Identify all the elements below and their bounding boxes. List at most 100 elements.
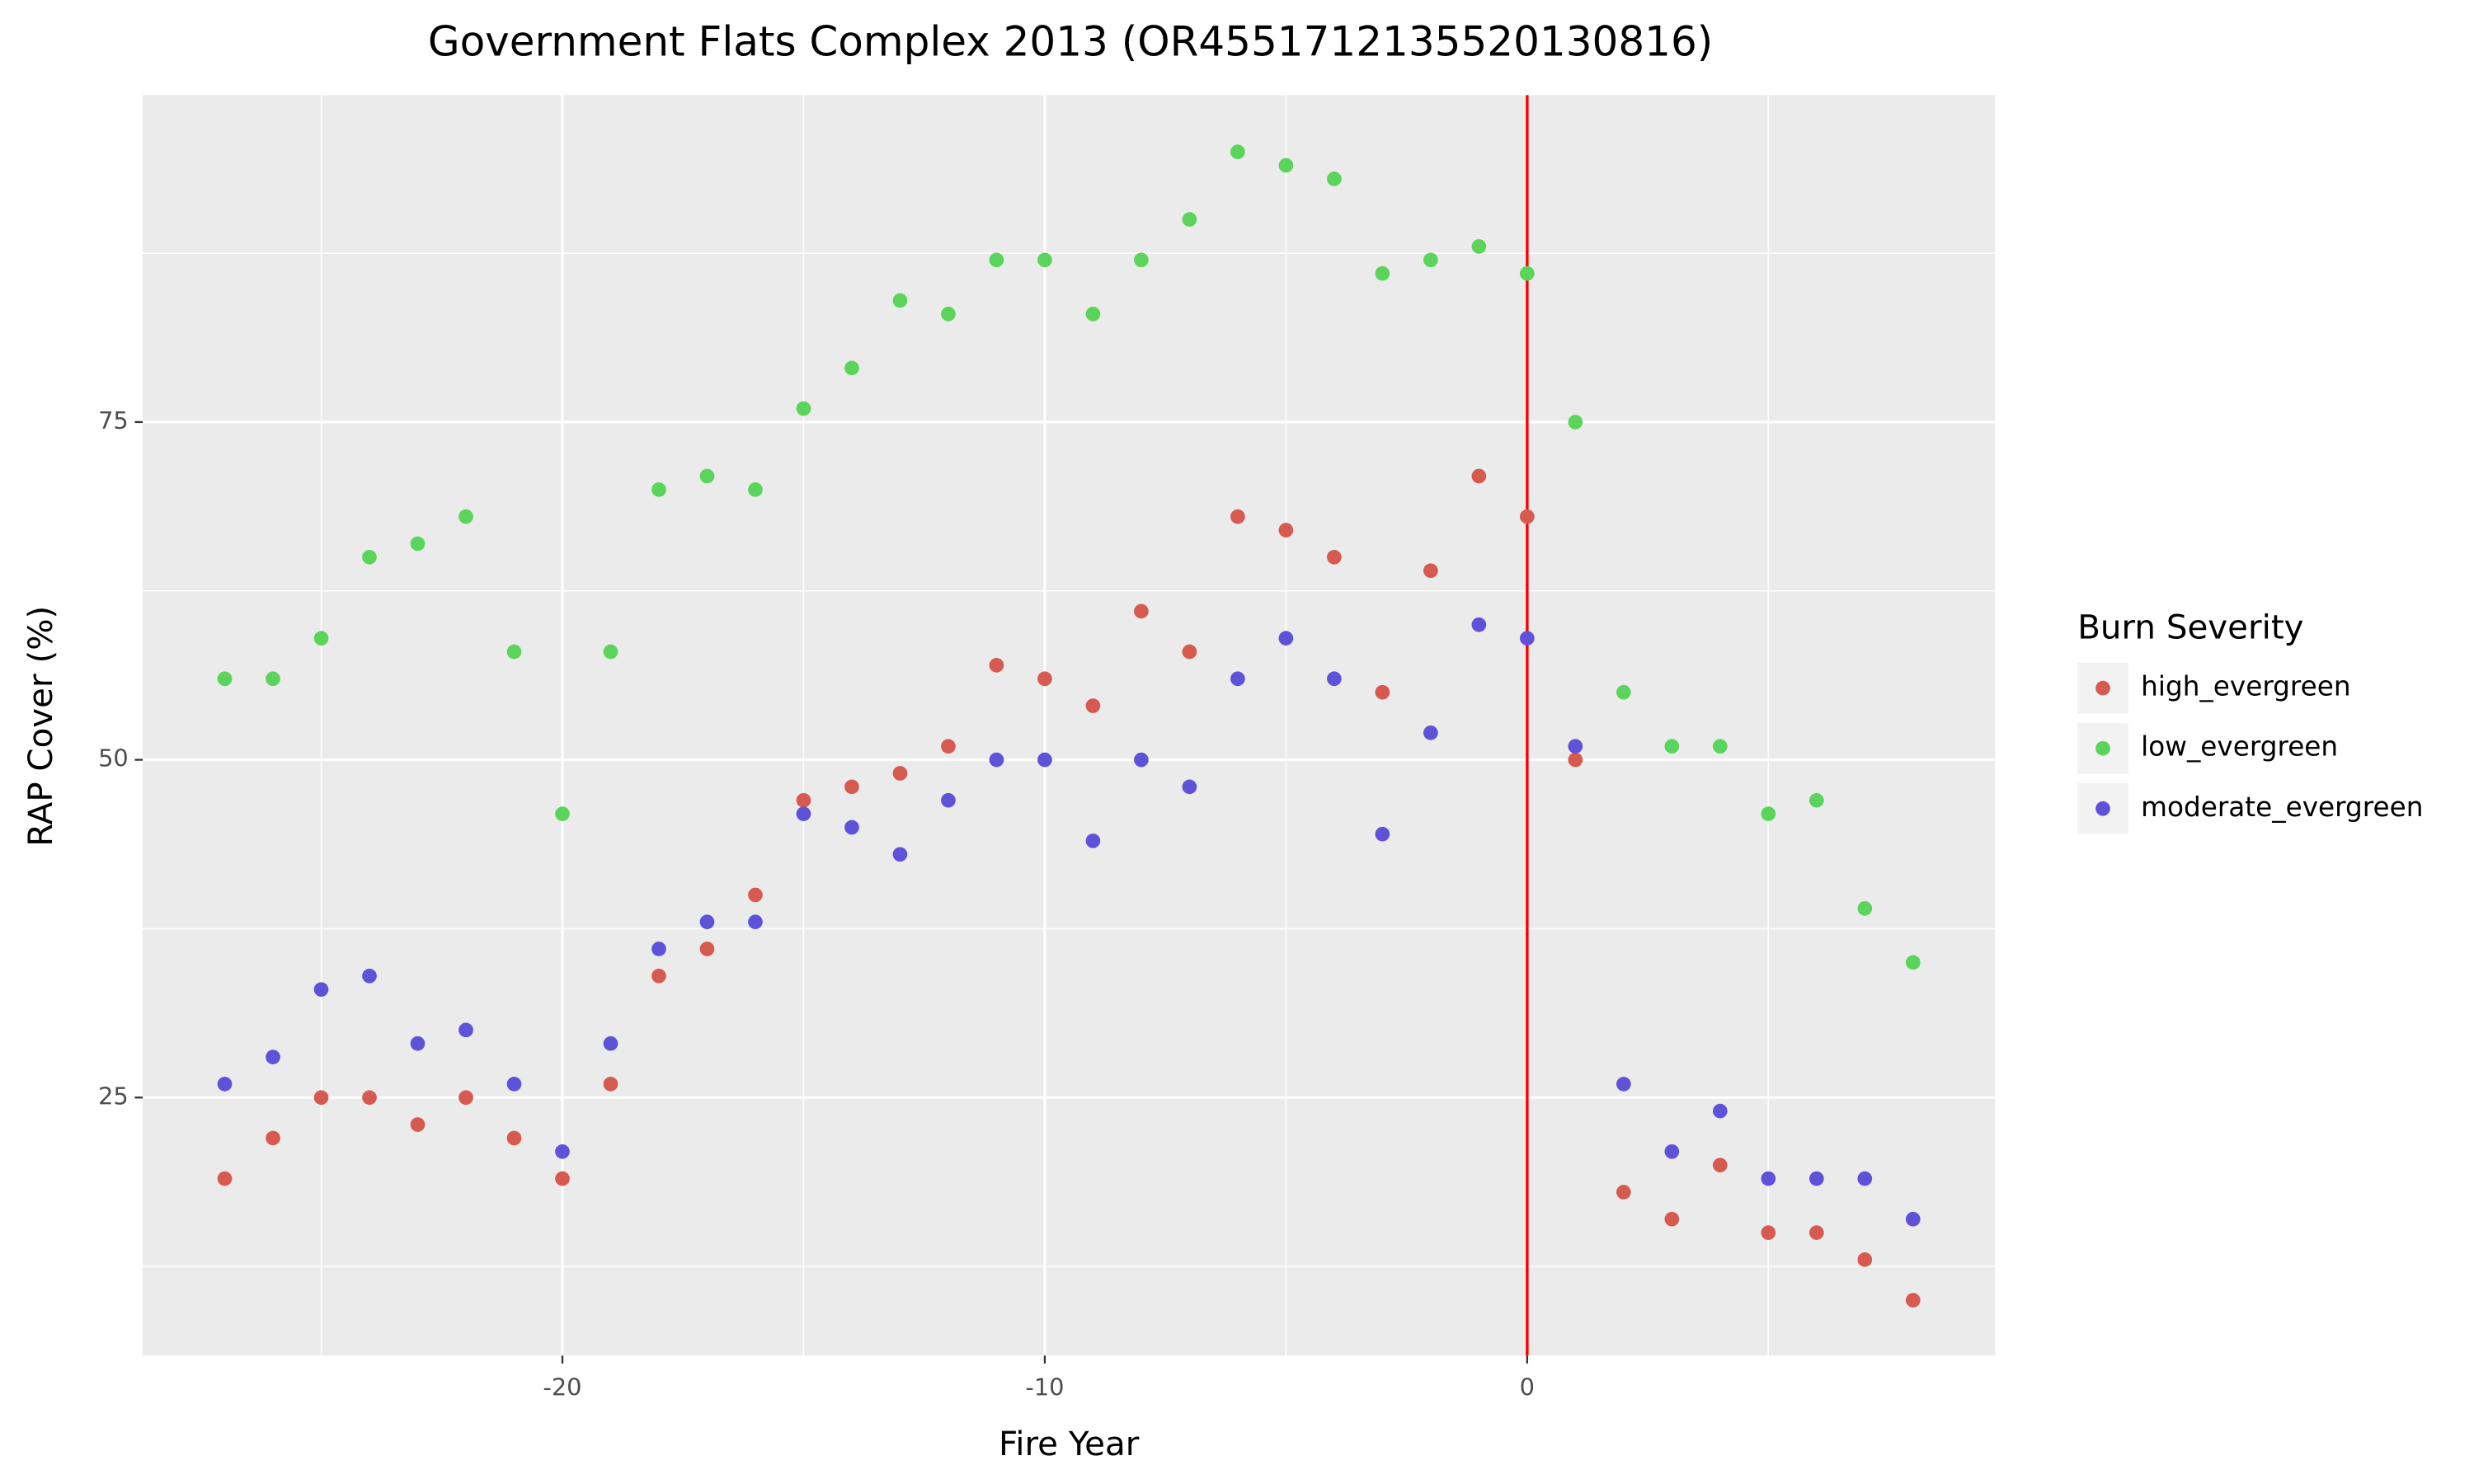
point (844, 779, 859, 795)
point (506, 644, 522, 660)
point (1134, 252, 1149, 268)
point (313, 982, 329, 998)
point (266, 671, 280, 687)
point (459, 1022, 473, 1038)
point (410, 1117, 426, 1132)
point (555, 806, 570, 821)
point (1327, 171, 1342, 186)
point (1519, 509, 1535, 524)
point (651, 482, 666, 497)
point (266, 1130, 280, 1146)
point (651, 968, 666, 984)
point (1761, 1171, 1776, 1186)
point (1134, 752, 1149, 768)
x-axis-title: Fire Year (999, 1425, 1140, 1463)
point (796, 806, 811, 821)
point (1761, 806, 1776, 821)
point (1423, 725, 1438, 740)
point (217, 671, 233, 687)
point (1568, 739, 1583, 754)
point (603, 644, 618, 660)
point (941, 306, 956, 322)
x-tick-label: -20 (543, 1374, 581, 1402)
point (1037, 671, 1052, 687)
legend-label: moderate_evergreen (2141, 791, 2423, 823)
point (1327, 671, 1342, 687)
point (699, 914, 715, 930)
point (555, 1144, 570, 1159)
point (1519, 631, 1535, 646)
y-axis-title: RAP Cover (%) (21, 606, 60, 847)
point (1568, 752, 1583, 768)
point (844, 360, 859, 376)
point (1471, 468, 1487, 484)
point (1471, 239, 1487, 254)
point (748, 914, 763, 930)
point (699, 942, 715, 956)
point (266, 1050, 280, 1064)
chart-title: Government Flats Complex 2013 (OR4551712… (428, 17, 1713, 65)
x-tick-label: 0 (1520, 1374, 1535, 1402)
point (1857, 1252, 1873, 1267)
point (506, 1077, 522, 1092)
point (1375, 826, 1390, 842)
legend-label: low_evergreen (2141, 731, 2338, 763)
point (506, 1130, 522, 1146)
point (459, 1090, 473, 1106)
point (1519, 265, 1535, 281)
point (1423, 252, 1438, 268)
point (217, 1171, 233, 1186)
point (1616, 1185, 1631, 1200)
point (941, 739, 956, 754)
point (1085, 834, 1101, 848)
point (1905, 1211, 1921, 1227)
y-tick-label: 25 (98, 1082, 129, 1110)
point (1085, 698, 1101, 713)
point (603, 1036, 618, 1051)
point (1230, 144, 1245, 160)
point (1278, 523, 1294, 538)
point (1808, 1225, 1824, 1240)
point (459, 509, 473, 524)
legend-label: high_evergreen (2141, 671, 2350, 702)
legend-marker (2095, 801, 2110, 816)
point (1568, 415, 1583, 430)
point (892, 293, 908, 308)
point (410, 1036, 426, 1051)
point (989, 752, 1004, 768)
point (555, 1171, 570, 1186)
point (1905, 955, 1921, 970)
point (1664, 739, 1680, 754)
point (362, 1090, 377, 1106)
point (362, 968, 377, 984)
legend-title: Burn Severity (2077, 608, 2303, 646)
point (217, 1077, 233, 1092)
point (989, 658, 1004, 673)
point (892, 766, 908, 781)
point (1712, 739, 1728, 754)
point (1857, 900, 1873, 916)
y-tick-label: 50 (98, 744, 129, 773)
point (1808, 1171, 1824, 1186)
point (362, 549, 377, 565)
point (1761, 1225, 1776, 1240)
point (313, 1090, 329, 1106)
plot-panel (143, 95, 1996, 1356)
point (941, 792, 956, 808)
point (1037, 252, 1052, 268)
point (1857, 1171, 1873, 1186)
point (1664, 1144, 1680, 1159)
point (1182, 644, 1197, 660)
point (1423, 563, 1438, 579)
point (1278, 157, 1294, 173)
point (1375, 265, 1390, 281)
point (1664, 1211, 1680, 1227)
point (1808, 792, 1824, 808)
point (699, 468, 715, 484)
point (1905, 1293, 1921, 1308)
legend-marker (2095, 740, 2110, 756)
point (1616, 684, 1631, 700)
point (748, 887, 763, 903)
point (892, 847, 908, 862)
point (1182, 212, 1197, 227)
